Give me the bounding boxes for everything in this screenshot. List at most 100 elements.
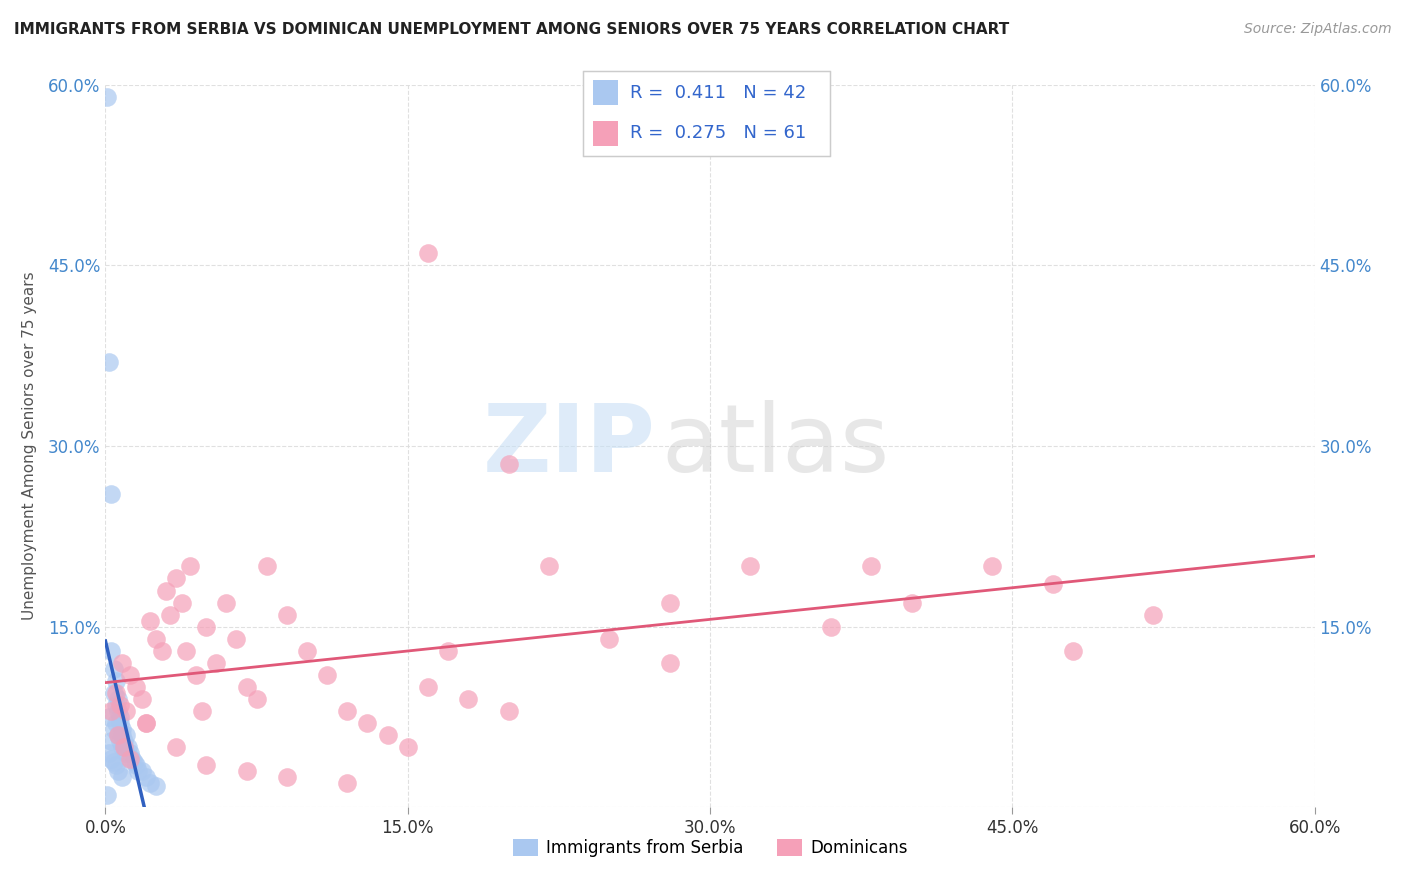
Point bbox=[96, 789, 118, 803]
Point bbox=[256, 559, 278, 574]
Point bbox=[100, 752, 122, 766]
Point bbox=[457, 692, 479, 706]
Point bbox=[104, 758, 127, 772]
Point bbox=[107, 728, 129, 742]
Point bbox=[235, 680, 257, 694]
Point bbox=[112, 734, 135, 748]
Point bbox=[98, 746, 121, 760]
Point bbox=[100, 734, 122, 748]
Point bbox=[215, 596, 238, 610]
Point bbox=[195, 758, 218, 772]
Point bbox=[118, 667, 141, 681]
Y-axis label: Unemployment Among Seniors over 75 years: Unemployment Among Seniors over 75 years bbox=[22, 272, 37, 620]
Point bbox=[900, 596, 922, 610]
Point bbox=[100, 644, 122, 658]
Point bbox=[179, 559, 201, 574]
Point bbox=[104, 673, 127, 688]
Point bbox=[108, 698, 131, 712]
Point bbox=[124, 680, 148, 694]
Text: ZIP: ZIP bbox=[482, 400, 655, 492]
Point bbox=[114, 728, 136, 742]
Point bbox=[498, 704, 520, 718]
Point bbox=[437, 644, 460, 658]
Point bbox=[537, 559, 560, 574]
Point bbox=[110, 770, 132, 784]
Point bbox=[107, 692, 129, 706]
Point bbox=[150, 644, 173, 658]
Point bbox=[276, 607, 298, 622]
Point bbox=[336, 776, 359, 790]
Point bbox=[145, 632, 167, 646]
Point bbox=[110, 728, 132, 742]
Point bbox=[135, 715, 157, 730]
Point bbox=[165, 571, 187, 585]
Point bbox=[104, 698, 127, 712]
Point bbox=[295, 644, 318, 658]
Point bbox=[108, 734, 131, 748]
Point bbox=[820, 619, 842, 633]
Point bbox=[127, 764, 149, 778]
Text: R =  0.411   N = 42: R = 0.411 N = 42 bbox=[630, 84, 807, 102]
Point bbox=[104, 715, 127, 730]
Point bbox=[98, 355, 121, 369]
Point bbox=[396, 740, 419, 755]
Point bbox=[114, 746, 136, 760]
Point bbox=[108, 715, 131, 730]
Point bbox=[107, 764, 129, 778]
Point bbox=[121, 752, 143, 766]
Point bbox=[377, 728, 399, 742]
Point bbox=[139, 776, 162, 790]
Point bbox=[118, 746, 141, 760]
Bar bbox=[593, 120, 619, 146]
Point bbox=[135, 770, 157, 784]
Point bbox=[107, 728, 129, 742]
Point bbox=[356, 715, 378, 730]
Point bbox=[165, 740, 187, 755]
Text: IMMIGRANTS FROM SERBIA VS DOMINICAN UNEMPLOYMENT AMONG SENIORS OVER 75 YEARS COR: IMMIGRANTS FROM SERBIA VS DOMINICAN UNEM… bbox=[14, 22, 1010, 37]
Point bbox=[145, 779, 167, 793]
Point bbox=[1062, 644, 1084, 658]
Point bbox=[246, 692, 269, 706]
Point bbox=[131, 692, 153, 706]
Point bbox=[186, 667, 208, 681]
Point bbox=[118, 752, 141, 766]
Point bbox=[416, 680, 439, 694]
Point bbox=[225, 632, 247, 646]
Point bbox=[598, 632, 620, 646]
Point bbox=[110, 722, 132, 736]
Point bbox=[658, 656, 681, 670]
Point bbox=[98, 710, 121, 724]
Point bbox=[1042, 577, 1064, 591]
Point bbox=[100, 487, 122, 501]
Point bbox=[112, 740, 135, 755]
Point bbox=[117, 740, 139, 755]
Point bbox=[155, 583, 177, 598]
Point bbox=[108, 710, 131, 724]
Point bbox=[1142, 607, 1164, 622]
Bar bbox=[593, 79, 619, 105]
Point bbox=[103, 755, 125, 769]
Point bbox=[336, 704, 359, 718]
Point bbox=[114, 704, 136, 718]
Point bbox=[104, 686, 127, 700]
Point bbox=[107, 704, 129, 718]
Point bbox=[103, 662, 125, 676]
Point bbox=[110, 740, 132, 755]
Point bbox=[205, 656, 228, 670]
Point bbox=[195, 619, 218, 633]
Point bbox=[498, 457, 520, 471]
Text: R =  0.275   N = 61: R = 0.275 N = 61 bbox=[630, 124, 807, 142]
Point bbox=[103, 722, 125, 736]
Point bbox=[658, 596, 681, 610]
Point bbox=[235, 764, 257, 778]
Point bbox=[740, 559, 762, 574]
Point bbox=[122, 755, 145, 769]
Text: atlas: atlas bbox=[662, 400, 890, 492]
Point bbox=[170, 596, 193, 610]
Point bbox=[135, 715, 157, 730]
Legend: Immigrants from Serbia, Dominicans: Immigrants from Serbia, Dominicans bbox=[506, 832, 914, 864]
Point bbox=[131, 764, 153, 778]
Point bbox=[174, 644, 197, 658]
Point bbox=[159, 607, 181, 622]
Point bbox=[981, 559, 1004, 574]
